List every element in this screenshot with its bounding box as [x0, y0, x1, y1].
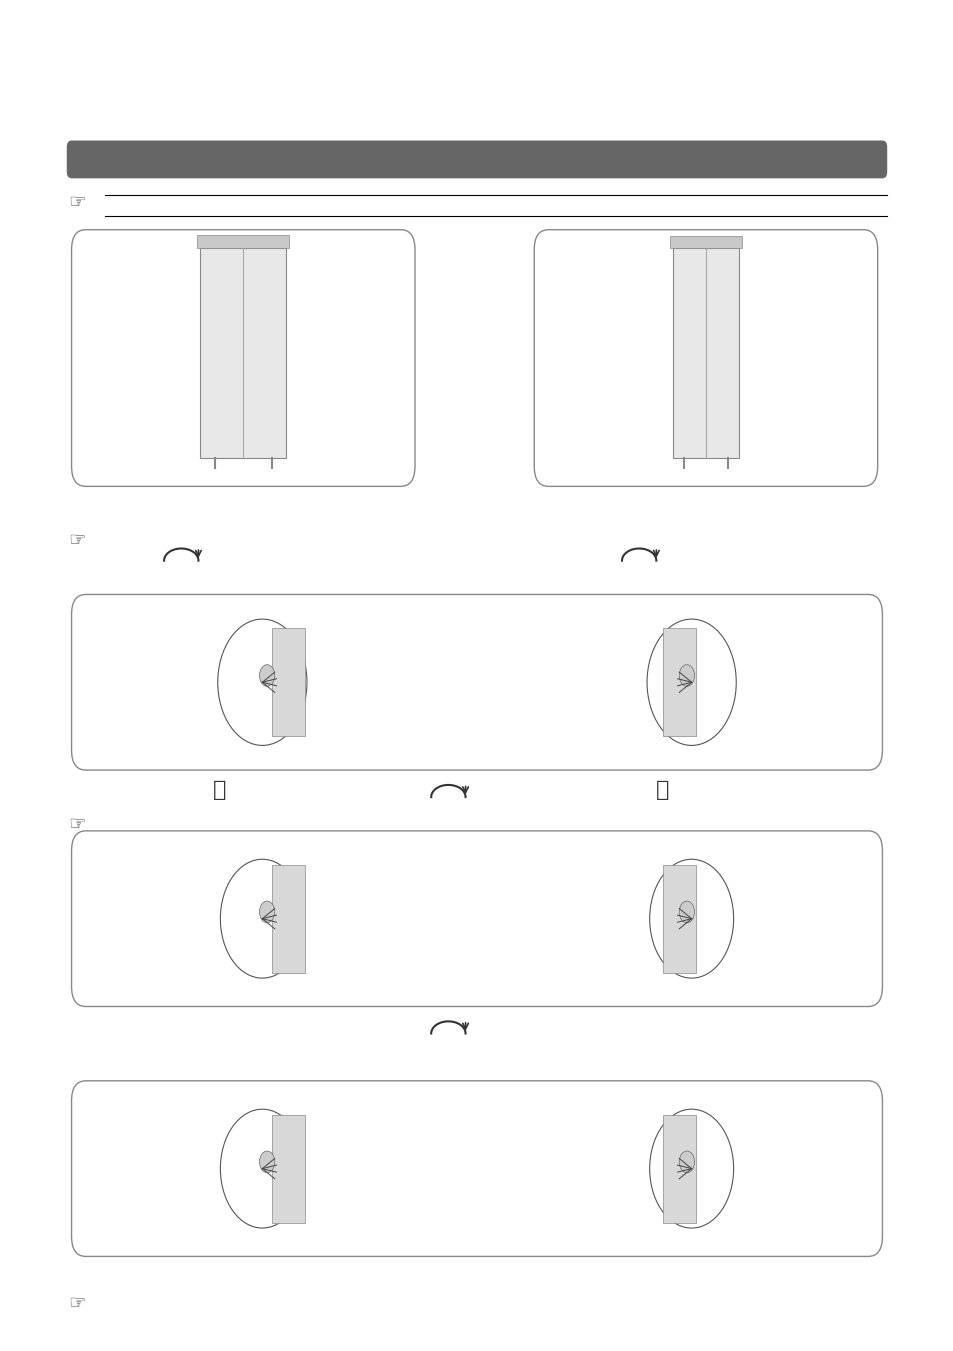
- FancyBboxPatch shape: [67, 141, 886, 178]
- FancyBboxPatch shape: [71, 831, 882, 1006]
- Bar: [200, 249, 286, 458]
- Text: ⌣: ⌣: [213, 781, 226, 800]
- Bar: [672, 249, 739, 458]
- FancyBboxPatch shape: [71, 1081, 882, 1256]
- Bar: [272, 628, 305, 736]
- Bar: [662, 1115, 696, 1223]
- Text: ☞: ☞: [69, 531, 86, 550]
- Circle shape: [259, 665, 274, 686]
- Text: ☞: ☞: [69, 193, 86, 212]
- Circle shape: [259, 901, 274, 923]
- FancyBboxPatch shape: [71, 230, 415, 486]
- Bar: [662, 628, 696, 736]
- FancyBboxPatch shape: [71, 594, 882, 770]
- FancyBboxPatch shape: [534, 230, 877, 486]
- Text: ⌣: ⌣: [656, 781, 669, 800]
- Bar: [669, 236, 741, 249]
- Text: ☞: ☞: [69, 1294, 86, 1313]
- Circle shape: [679, 1151, 694, 1173]
- Circle shape: [679, 665, 694, 686]
- Bar: [662, 865, 696, 973]
- Circle shape: [259, 1151, 274, 1173]
- Bar: [272, 865, 305, 973]
- Text: ☞: ☞: [69, 815, 86, 834]
- Bar: [272, 1115, 305, 1223]
- Bar: [197, 235, 289, 249]
- Circle shape: [679, 901, 694, 923]
